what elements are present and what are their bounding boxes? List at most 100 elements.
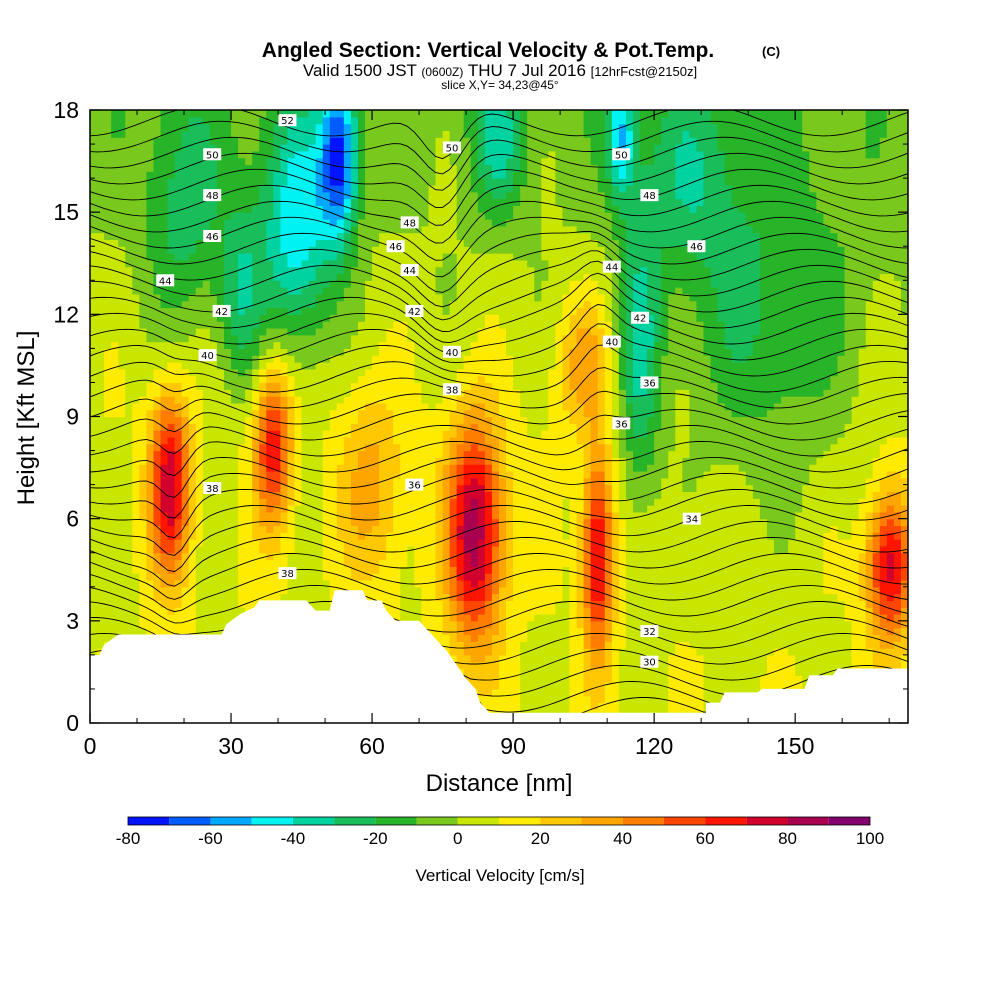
velocity-cell: [435, 389, 444, 397]
velocity-cell: [139, 218, 148, 227]
velocity-cell: [365, 253, 373, 261]
velocity-cell: [139, 362, 148, 370]
velocity-cell: [231, 586, 239, 595]
velocity-cell: [393, 457, 401, 465]
velocity-cell: [111, 191, 119, 200]
velocity-cell: [449, 409, 458, 418]
velocity-cell: [146, 198, 155, 206]
velocity-cell: [118, 191, 126, 200]
velocity-cell: [421, 545, 430, 554]
velocity-cell: [118, 491, 126, 499]
velocity-cell: [139, 239, 148, 247]
velocity-cell: [209, 539, 218, 547]
velocity-cell: [365, 416, 373, 424]
velocity-cell: [188, 532, 197, 540]
velocity-cell: [188, 157, 197, 166]
velocity-cell: [421, 409, 430, 418]
velocity-cell: [139, 430, 148, 438]
velocity-cell: [357, 300, 366, 309]
velocity-cell: [104, 287, 112, 295]
velocity-cell: [238, 545, 246, 554]
velocity-cell: [174, 464, 183, 472]
velocity-cell: [287, 232, 296, 241]
velocity-cell: [90, 307, 98, 315]
velocity-cell: [202, 110, 211, 118]
velocity-cell: [357, 327, 366, 336]
velocity-cell: [456, 641, 465, 649]
velocity-cell: [125, 273, 133, 281]
velocity-cell: [132, 627, 140, 636]
velocity-cell: [470, 498, 479, 506]
velocity-cell: [139, 436, 148, 445]
velocity-cell: [104, 573, 112, 581]
velocity-cell: [315, 239, 324, 247]
velocity-cell: [470, 464, 479, 472]
velocity-cell: [329, 430, 338, 438]
velocity-cell: [400, 518, 408, 527]
velocity-cell: [273, 423, 281, 431]
velocity-cell: [463, 321, 472, 329]
velocity-cell: [252, 559, 260, 567]
velocity-cell: [379, 164, 387, 172]
velocity-cell: [350, 137, 359, 145]
velocity-cell: [153, 355, 162, 363]
velocity-cell: [414, 614, 423, 622]
velocity-cell: [329, 191, 338, 200]
velocity-cell: [125, 620, 133, 629]
velocity-cell: [195, 218, 204, 227]
velocity-cell: [308, 307, 317, 315]
velocity-cell: [308, 157, 317, 166]
velocity-cell: [132, 450, 140, 458]
velocity-cell: [104, 144, 112, 152]
velocity-cell: [125, 259, 133, 268]
velocity-cell: [245, 341, 253, 349]
velocity-cell: [400, 212, 408, 220]
velocity-cell: [442, 314, 451, 322]
velocity-cell: [280, 491, 289, 499]
velocity-cell: [104, 362, 112, 370]
velocity-cell: [287, 314, 296, 322]
velocity-cell: [287, 382, 296, 390]
velocity-cell: [477, 675, 486, 683]
velocity-cell: [343, 259, 352, 268]
velocity-cell: [146, 239, 155, 247]
velocity-cell: [393, 423, 401, 431]
velocity-cell: [139, 205, 148, 213]
velocity-cell: [301, 327, 310, 336]
velocity-cell: [400, 321, 408, 329]
velocity-cell: [202, 273, 211, 281]
velocity-cell: [231, 130, 239, 138]
velocity-cell: [97, 607, 105, 615]
velocity-cell: [238, 470, 246, 479]
velocity-cell: [188, 525, 197, 533]
velocity-cell: [301, 116, 310, 125]
velocity-cell: [231, 327, 239, 336]
velocity-cell: [343, 436, 352, 445]
velocity-cell: [329, 484, 338, 493]
velocity-cell: [301, 218, 310, 227]
velocity-cell: [174, 409, 183, 418]
velocity-cell: [322, 511, 331, 520]
velocity-cell: [202, 498, 211, 506]
velocity-cell: [273, 545, 281, 554]
velocity-cell: [223, 205, 232, 213]
velocity-cell: [238, 150, 246, 159]
velocity-cell: [421, 184, 430, 193]
velocity-cell: [329, 218, 338, 227]
velocity-cell: [223, 389, 232, 397]
velocity-cell: [139, 505, 148, 513]
velocity-cell: [238, 484, 246, 493]
velocity-cell: [202, 280, 211, 288]
velocity-cell: [386, 191, 394, 200]
velocity-cell: [174, 123, 183, 132]
velocity-cell: [97, 436, 105, 445]
velocity-cell: [372, 232, 380, 241]
velocity-cell: [449, 470, 458, 479]
velocity-cell: [350, 396, 359, 404]
velocity-cell: [238, 123, 246, 132]
velocity-cell: [146, 116, 155, 125]
velocity-cell: [456, 573, 465, 581]
velocity-cell: [153, 498, 162, 506]
velocity-cell: [456, 600, 465, 608]
velocity-cell: [231, 178, 239, 186]
